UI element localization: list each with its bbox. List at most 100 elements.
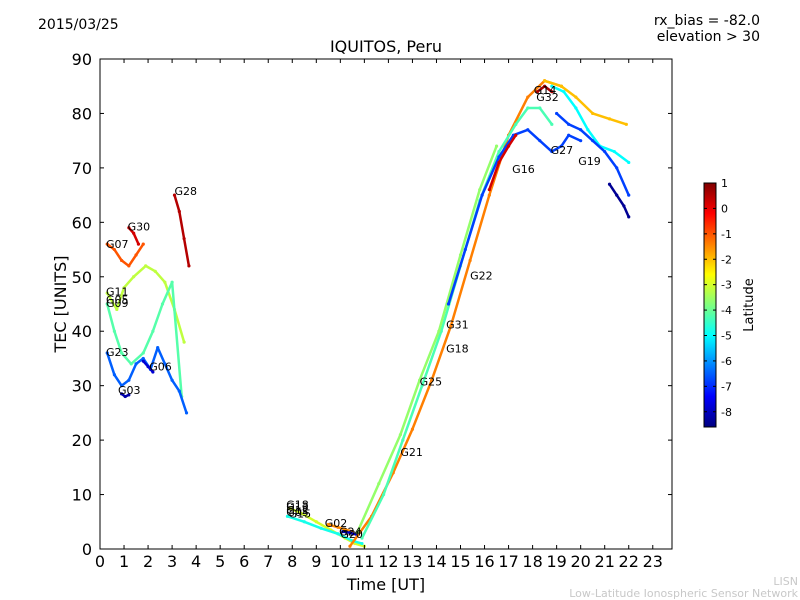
point-g03 bbox=[120, 392, 124, 396]
point-g13 bbox=[288, 506, 292, 510]
x-tick-label: 19 bbox=[546, 552, 566, 571]
point-g18 bbox=[355, 531, 359, 535]
point-g07 bbox=[112, 247, 117, 252]
x-tick-label: 1 bbox=[119, 552, 129, 571]
footer-long-label: Low-Latitude Ionospheric Sensor Network bbox=[569, 587, 798, 600]
point-g31 bbox=[463, 247, 467, 252]
x-tick-label: 10 bbox=[330, 552, 350, 571]
satellite-label-g15: G15 bbox=[289, 508, 312, 521]
point-g07 bbox=[134, 253, 138, 257]
point-g14 bbox=[550, 90, 554, 94]
satellite-label-g31: G31 bbox=[446, 319, 469, 332]
point-g21 bbox=[526, 95, 530, 99]
point-g27 bbox=[586, 128, 590, 132]
point-g05 bbox=[360, 541, 364, 546]
point-g30 bbox=[136, 242, 141, 246]
satellite-label-g03: G03 bbox=[118, 384, 141, 397]
point-g11 bbox=[182, 340, 186, 344]
point-g05 bbox=[319, 526, 323, 530]
point-g07 bbox=[120, 258, 124, 263]
satellite-label-g13: G13 bbox=[286, 501, 309, 514]
y-tick-label: 10 bbox=[72, 486, 92, 505]
satellite-label-g20: G20 bbox=[340, 528, 363, 541]
point-g27 bbox=[550, 84, 554, 88]
point-g19 bbox=[627, 193, 631, 197]
point-g19 bbox=[591, 139, 595, 143]
point-g31 bbox=[538, 139, 542, 143]
x-tick-label: 17 bbox=[498, 552, 518, 571]
colorbar-tick-label: 1 bbox=[721, 177, 728, 190]
point-g21 bbox=[430, 378, 434, 382]
x-tick-label: 18 bbox=[522, 552, 542, 571]
point-g21 bbox=[468, 258, 472, 263]
x-tick-label: 12 bbox=[378, 552, 398, 571]
satellite-label-g21: G21 bbox=[400, 446, 423, 459]
point-g31 bbox=[579, 139, 583, 143]
point-g31 bbox=[526, 128, 530, 132]
x-tick-label: 13 bbox=[402, 552, 422, 571]
point-g18 bbox=[437, 329, 441, 333]
point-g31 bbox=[567, 133, 571, 137]
rx-bias-label: rx_bias = -82.0 bbox=[653, 13, 760, 29]
plot-frame bbox=[99, 58, 673, 550]
point-g25 bbox=[420, 384, 424, 388]
series-g18 bbox=[355, 144, 498, 534]
x-tick-label: 14 bbox=[426, 552, 446, 571]
point-g11 bbox=[153, 269, 157, 273]
y-tick-label: 40 bbox=[72, 322, 92, 341]
point-g22 bbox=[615, 193, 619, 197]
x-tick-label: 6 bbox=[239, 552, 249, 571]
point-g18 bbox=[458, 253, 463, 257]
satellite-label-g18: G18 bbox=[286, 498, 309, 511]
point-g18 bbox=[478, 188, 482, 192]
point-g25 bbox=[497, 149, 501, 154]
colorbar-tick-label: -2 bbox=[721, 253, 732, 266]
point-g18 bbox=[377, 482, 381, 486]
point-g25 bbox=[401, 438, 405, 442]
satellite-label-g02: G02 bbox=[325, 517, 348, 530]
point-g25 bbox=[514, 122, 518, 126]
point-g31 bbox=[550, 149, 554, 154]
colorbar-tick-label: -3 bbox=[721, 279, 732, 292]
point-g32 bbox=[607, 117, 612, 121]
point-g03 bbox=[123, 394, 127, 399]
y-tick-label: 30 bbox=[72, 377, 92, 396]
point-g16 bbox=[497, 160, 501, 165]
x-tick-label: 8 bbox=[287, 552, 297, 571]
x-tick-label: 16 bbox=[474, 552, 494, 571]
x-axis-label: Time [UT] bbox=[346, 575, 425, 594]
point-g23 bbox=[120, 384, 124, 388]
satellite-label-g05: G05 bbox=[286, 506, 309, 519]
colorbar-tick-label: -1 bbox=[721, 228, 732, 241]
point-g27 bbox=[612, 149, 616, 154]
y-tick-label: 90 bbox=[72, 50, 92, 69]
point-g07 bbox=[127, 264, 131, 268]
point-g09 bbox=[120, 351, 124, 355]
series-g16 bbox=[488, 133, 518, 191]
point-g05 bbox=[336, 532, 340, 536]
y-tick-label: 60 bbox=[72, 213, 92, 232]
colorbar-bar bbox=[703, 182, 717, 428]
colorbar: 1 0 -1 -2 -3 -4 -5 -6 -7 -8 Latitude bbox=[703, 177, 757, 428]
satellite-label-g09: G09 bbox=[106, 297, 129, 310]
y-tick-label: 0 bbox=[82, 540, 92, 559]
point-g19 bbox=[579, 128, 583, 132]
point-g18 bbox=[494, 144, 499, 148]
point-g27 bbox=[627, 160, 631, 165]
point-g27 bbox=[574, 106, 578, 110]
point-g19 bbox=[603, 149, 607, 154]
point-g25 bbox=[360, 536, 364, 540]
point-g06 bbox=[151, 370, 155, 374]
point-g23 bbox=[105, 351, 109, 355]
point-g09 bbox=[151, 329, 155, 333]
point-g14 bbox=[535, 90, 540, 94]
y-tick-label: 20 bbox=[72, 431, 92, 450]
point-g23 bbox=[134, 362, 138, 366]
point-g21 bbox=[348, 544, 352, 548]
satellite-label-g23: G23 bbox=[106, 346, 129, 359]
satellite-label-g11: G11 bbox=[106, 285, 129, 298]
satellite-label-g12: G12 bbox=[286, 504, 309, 517]
point-g05 bbox=[302, 520, 306, 524]
chart-title: IQUITOS, Peru bbox=[330, 37, 442, 56]
point-g31 bbox=[480, 193, 484, 197]
